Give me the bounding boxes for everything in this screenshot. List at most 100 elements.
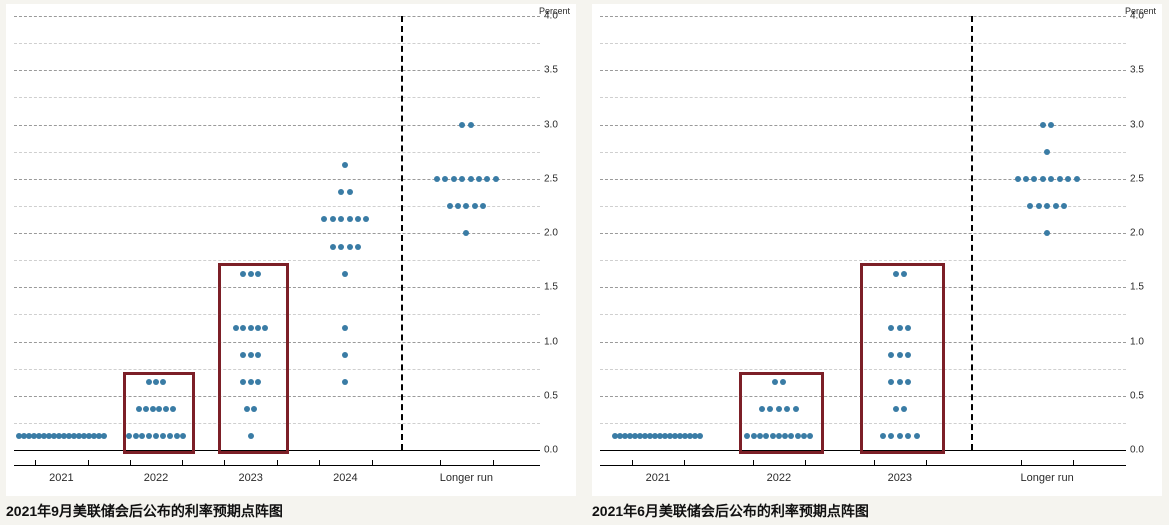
y-tick-label: 3.5 [1130, 65, 1156, 76]
x-category-label: 2022 [767, 472, 791, 484]
plot-area-sep2021: Percent0.00.51.01.52.02.53.03.54.0202120… [14, 16, 540, 450]
y-tick-label: 0.5 [544, 390, 570, 401]
x-tick [493, 460, 494, 466]
y-tick-label: 1.0 [1130, 336, 1156, 347]
y-tick-label: 2.5 [1130, 173, 1156, 184]
x-tick [632, 460, 633, 466]
dot [459, 122, 465, 128]
dot [1044, 203, 1050, 209]
dot [363, 216, 369, 222]
highlight-box [860, 263, 945, 453]
grid-minor [14, 97, 540, 98]
panel-jun2021: Percent0.00.51.01.52.02.53.03.54.0202120… [592, 4, 1162, 496]
dot [480, 203, 486, 209]
grid-minor [14, 206, 540, 207]
dot [697, 433, 703, 439]
dot [330, 216, 336, 222]
x-tick [1021, 460, 1022, 466]
y-tick-label: 3.0 [1130, 119, 1156, 130]
dot [455, 203, 461, 209]
x-axis-line [600, 465, 1126, 466]
y-tick-label: 2.0 [1130, 228, 1156, 239]
dot [468, 122, 474, 128]
y-tick-label: 1.5 [1130, 282, 1156, 293]
dot [1036, 203, 1042, 209]
dot [459, 176, 465, 182]
x-category-label: 2022 [144, 472, 168, 484]
page: Percent0.00.51.01.52.02.53.03.54.0202120… [0, 0, 1169, 525]
dot [434, 176, 440, 182]
longer-run-separator [401, 16, 403, 450]
x-tick [182, 460, 183, 466]
dot [1023, 176, 1029, 182]
x-tick [1073, 460, 1074, 466]
dot [342, 162, 348, 168]
grid-minor [600, 260, 1126, 261]
x-tick [277, 460, 278, 466]
x-category-label: 2021 [646, 472, 670, 484]
dot [338, 216, 344, 222]
x-tick [684, 460, 685, 466]
y-tick-label: 2.0 [544, 228, 570, 239]
dot [342, 271, 348, 277]
x-tick [874, 460, 875, 466]
y-tick-label: 3.0 [544, 119, 570, 130]
dot [342, 352, 348, 358]
dot [463, 203, 469, 209]
dot [1065, 176, 1071, 182]
dot [355, 244, 361, 250]
plot-area-jun2021: Percent0.00.51.01.52.02.53.03.54.0202120… [600, 16, 1126, 450]
dot [1044, 230, 1050, 236]
dot [1027, 203, 1033, 209]
dot [476, 176, 482, 182]
dot [1031, 176, 1037, 182]
panel-sep2021: Percent0.00.51.01.52.02.53.03.54.0202120… [6, 4, 576, 496]
x-tick [130, 460, 131, 466]
dot [472, 203, 478, 209]
dot [1044, 149, 1050, 155]
dot [342, 325, 348, 331]
y-tick-label: 0.0 [544, 445, 570, 456]
x-category-label: Longer run [440, 472, 493, 484]
grid-minor [600, 43, 1126, 44]
dot [442, 176, 448, 182]
y-tick-label: 1.0 [544, 336, 570, 347]
dot [1061, 203, 1067, 209]
x-tick [88, 460, 89, 466]
x-tick [372, 460, 373, 466]
grid-major [600, 125, 1126, 126]
dot [347, 244, 353, 250]
dot [330, 244, 336, 250]
dot [321, 216, 327, 222]
dot [1074, 176, 1080, 182]
highlight-box [123, 372, 194, 454]
y-tick-label: 2.5 [544, 173, 570, 184]
highlight-box [218, 263, 289, 453]
dot [1015, 176, 1021, 182]
grid-minor [14, 152, 540, 153]
y-tick-label: 3.5 [544, 65, 570, 76]
x-category-label: 2023 [888, 472, 912, 484]
highlight-box [739, 372, 824, 454]
dot [1040, 176, 1046, 182]
dot [101, 433, 107, 439]
x-tick [440, 460, 441, 466]
caption-jun2021: 2021年6月美联储会后公布的利率预期点阵图 [592, 501, 869, 521]
grid-major [600, 70, 1126, 71]
x-category-label: 2024 [333, 472, 357, 484]
dot [484, 176, 490, 182]
x-tick [805, 460, 806, 466]
grid-minor [600, 97, 1126, 98]
grid-major [14, 233, 540, 234]
dot [463, 230, 469, 236]
x-tick [35, 460, 36, 466]
grid-major [600, 179, 1126, 180]
dot [338, 189, 344, 195]
x-tick [926, 460, 927, 466]
x-tick [753, 460, 754, 466]
dot [1040, 122, 1046, 128]
dot [342, 379, 348, 385]
longer-run-separator [971, 16, 973, 450]
x-category-label: Longer run [1020, 472, 1073, 484]
y-tick-label: 0.5 [1130, 390, 1156, 401]
